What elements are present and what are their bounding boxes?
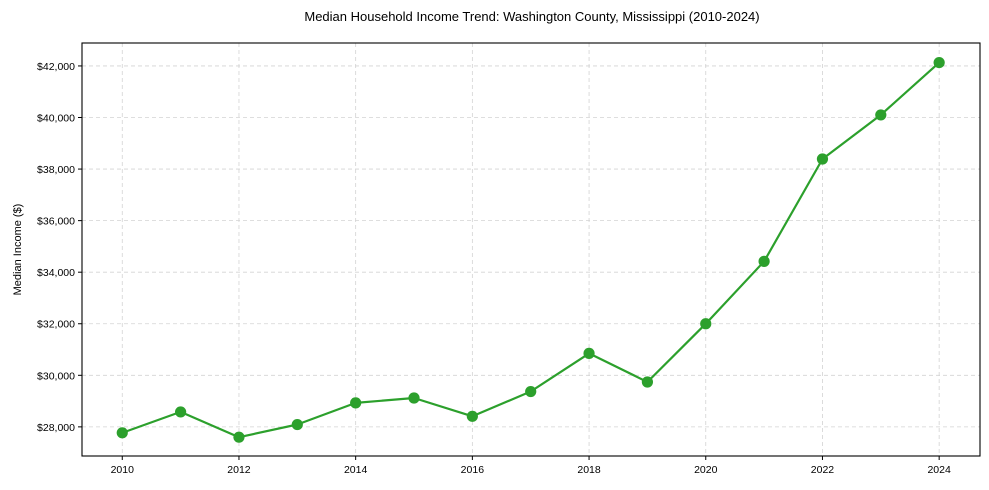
data-point-marker [816,153,829,165]
x-tick-label: 2010 [111,464,135,476]
y-tick-label: $34,000 [37,267,75,279]
data-point-marker [291,418,303,431]
y-tick-label: $42,000 [37,61,75,73]
data-point-marker [583,347,595,359]
y-axis-label: Median Income ($) [12,204,24,296]
x-tick-label: 2018 [577,464,601,476]
data-point-marker [350,397,362,409]
x-tick-label: 2016 [461,464,485,476]
x-tick-label: 2022 [811,464,835,476]
y-tick-label: $30,000 [37,370,75,382]
data-point-marker [700,318,712,330]
data-point-marker [758,255,770,267]
data-point-marker [466,410,478,422]
x-tick-label: 2020 [694,464,718,476]
x-tick-label: 2012 [227,464,251,476]
y-tick-label: $28,000 [37,422,75,434]
plot-frame [81,42,981,457]
data-point-marker [233,431,245,443]
data-point-marker [933,56,945,69]
data-point-marker [875,109,887,121]
chart-title: Median Household Income Trend: Washingto… [304,9,759,24]
x-axis: 2010 2012 2014 2016 2018 2020 2022 2024 [111,456,951,476]
x-tick-label: 2014 [344,464,368,476]
data-point-marker [641,376,654,388]
grid-lines [82,43,980,456]
x-tick-label: 2024 [927,464,951,476]
y-tick-label: $36,000 [37,216,75,228]
series-line [121,61,940,439]
data-point-marker [175,406,187,418]
data-point-marker [408,392,420,404]
data-point-marker [525,385,537,398]
data-series [116,56,945,443]
y-axis: $28,000 $30,000 $32,000 $34,000 $36,000 $38,0… [37,61,82,434]
y-tick-label: $40,000 [37,113,75,125]
y-tick-label: $32,000 [37,319,75,331]
data-point-marker [116,427,128,439]
y-tick-label: $38,000 [37,164,75,176]
